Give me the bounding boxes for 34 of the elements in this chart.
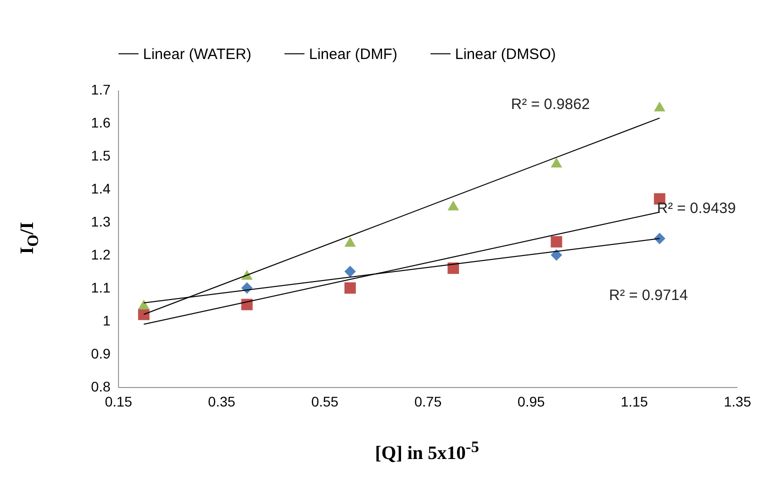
x-tick-label: 1.35 <box>724 394 752 410</box>
y-tick-label: 1.2 <box>91 246 111 262</box>
point <box>138 300 150 310</box>
x-tick-label: 0.55 <box>311 394 339 410</box>
annotation: R² = 0.9439 <box>657 200 736 217</box>
y-tick-label: 1.3 <box>91 214 111 230</box>
x-tick-label: 0.75 <box>414 394 442 410</box>
point <box>344 266 356 278</box>
point <box>550 236 562 248</box>
point <box>448 262 459 274</box>
legend-label: Linear (DMF) <box>309 46 398 63</box>
x-tick-label: 0.15 <box>104 394 132 410</box>
y-tick-label: 1.4 <box>91 180 111 196</box>
point <box>344 236 356 247</box>
point <box>550 158 562 168</box>
y-tick-label: 0.8 <box>91 378 111 394</box>
y-tick-label: 1.6 <box>91 114 111 130</box>
legend-label: Linear (DMSO) <box>455 46 556 63</box>
y-tick-label: 1.5 <box>91 148 111 164</box>
x-axis-title: [Q] in 5x10$^{-5}$ <box>375 438 479 466</box>
annotation: R² = 0.9862 <box>511 96 590 113</box>
y-tick-label: 1.7 <box>91 82 111 98</box>
y-tick-label: 1.1 <box>91 280 111 296</box>
point <box>344 282 356 294</box>
point <box>448 200 459 210</box>
legend-label: Linear (WATER) <box>143 46 252 63</box>
y-tick-label: 0.9 <box>91 346 111 362</box>
y-tick-label: 1 <box>102 312 111 328</box>
point <box>654 102 666 112</box>
x-tick-label: 0.35 <box>208 394 236 410</box>
annotation: R² = 0.9714 <box>609 287 688 304</box>
point <box>550 249 562 261</box>
x-tick-label: 0.95 <box>518 394 546 410</box>
x-tick-label: 1.15 <box>620 394 648 410</box>
